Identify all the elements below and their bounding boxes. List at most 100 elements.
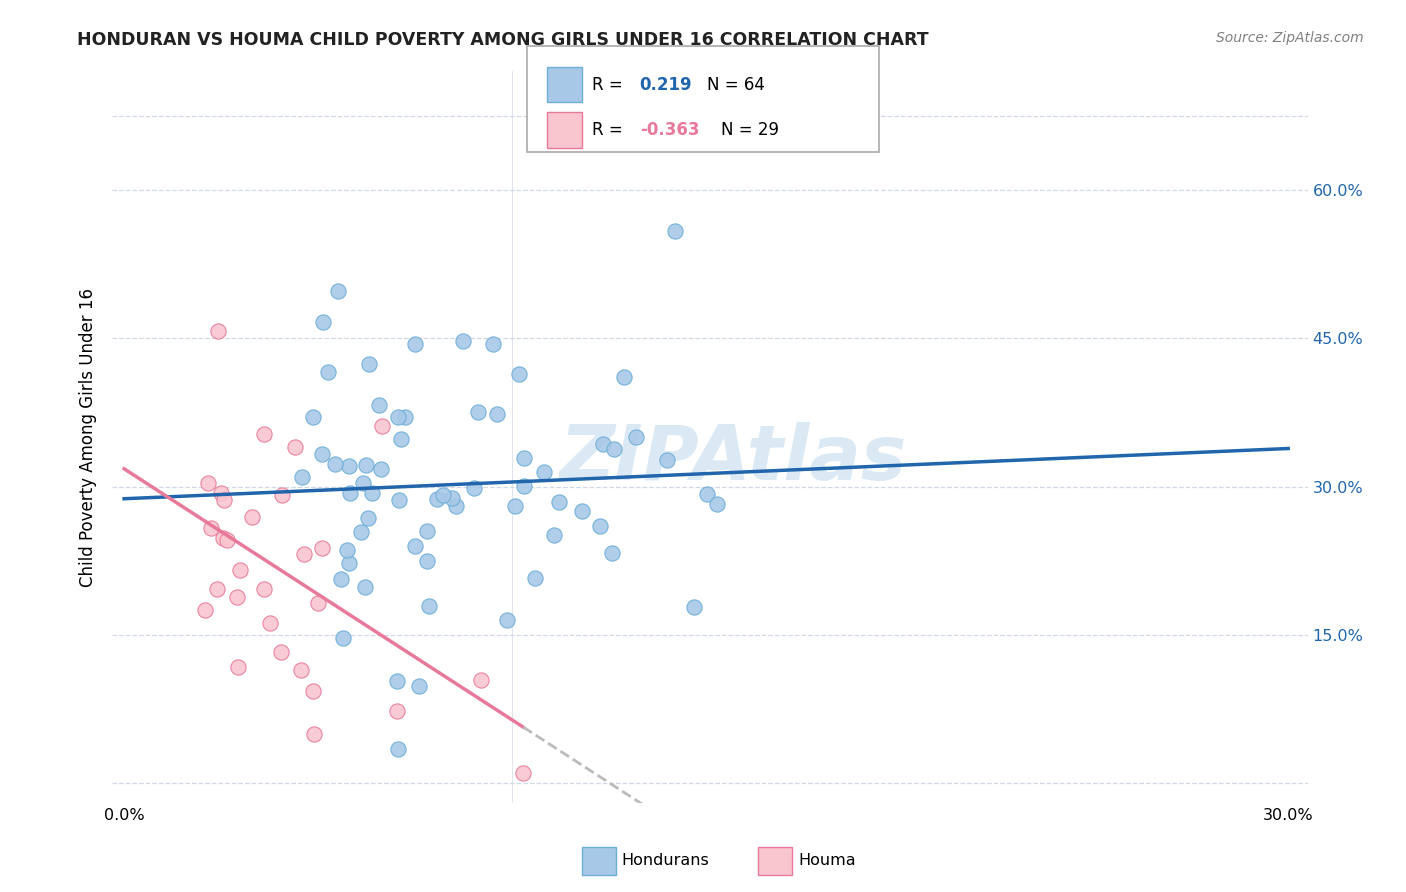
Point bbox=[513, 479, 536, 493]
Point bbox=[404, 336, 426, 351]
Point bbox=[301, 684, 323, 698]
Point bbox=[270, 645, 292, 659]
Point bbox=[408, 679, 430, 693]
Point bbox=[194, 603, 217, 617]
Point bbox=[226, 591, 249, 605]
Point bbox=[624, 430, 647, 444]
Point bbox=[292, 547, 315, 561]
Point bbox=[481, 337, 503, 351]
Point bbox=[664, 223, 686, 237]
Point bbox=[512, 766, 534, 780]
Text: ZIPAtlas: ZIPAtlas bbox=[560, 422, 908, 496]
Point bbox=[503, 499, 526, 513]
Point bbox=[353, 580, 375, 594]
Point bbox=[307, 596, 329, 610]
Point bbox=[416, 554, 439, 568]
Point bbox=[603, 442, 626, 457]
Point bbox=[209, 486, 232, 500]
Point bbox=[385, 704, 408, 718]
Point bbox=[200, 521, 222, 535]
Point bbox=[284, 440, 307, 454]
Point bbox=[337, 459, 360, 474]
Point bbox=[316, 366, 339, 380]
Point bbox=[253, 427, 276, 442]
Point bbox=[312, 315, 335, 329]
Point bbox=[508, 367, 530, 381]
Point bbox=[352, 475, 374, 490]
Point bbox=[600, 545, 623, 559]
Text: Hondurans: Hondurans bbox=[621, 854, 709, 868]
Point bbox=[706, 497, 728, 511]
Point bbox=[311, 447, 333, 461]
Point bbox=[451, 334, 474, 349]
Point bbox=[329, 573, 352, 587]
Point bbox=[426, 492, 449, 507]
Point bbox=[197, 476, 219, 491]
Point bbox=[350, 524, 373, 539]
Point bbox=[259, 615, 281, 630]
Point bbox=[229, 563, 252, 577]
Text: R =: R = bbox=[592, 120, 628, 139]
Point bbox=[389, 432, 412, 446]
Point bbox=[359, 357, 381, 371]
Point bbox=[253, 582, 276, 596]
Point bbox=[404, 539, 426, 553]
Text: N = 64: N = 64 bbox=[707, 76, 765, 94]
Point bbox=[211, 531, 233, 545]
Point bbox=[387, 409, 409, 424]
Point bbox=[571, 503, 593, 517]
Point bbox=[302, 726, 325, 740]
Point bbox=[446, 499, 468, 513]
Point bbox=[486, 407, 509, 421]
Point bbox=[394, 410, 416, 425]
Point bbox=[302, 409, 325, 424]
Point bbox=[207, 324, 229, 338]
Point bbox=[696, 486, 718, 500]
Point bbox=[496, 613, 519, 627]
Point bbox=[205, 582, 228, 597]
Point bbox=[337, 557, 360, 571]
Text: Source: ZipAtlas.com: Source: ZipAtlas.com bbox=[1216, 31, 1364, 45]
Point bbox=[513, 451, 536, 466]
Point bbox=[388, 492, 411, 507]
Point bbox=[311, 541, 333, 556]
Point bbox=[533, 465, 555, 479]
Point bbox=[271, 488, 294, 502]
Text: Houma: Houma bbox=[799, 854, 856, 868]
Point bbox=[387, 742, 409, 756]
Point bbox=[370, 462, 392, 476]
Text: -0.363: -0.363 bbox=[640, 120, 699, 139]
Point bbox=[385, 674, 408, 689]
Point bbox=[543, 528, 565, 542]
Point bbox=[467, 405, 489, 419]
Point bbox=[217, 533, 239, 548]
Point bbox=[371, 418, 394, 433]
Point bbox=[432, 488, 454, 502]
Point bbox=[548, 495, 571, 509]
Y-axis label: Child Poverty Among Girls Under 16: Child Poverty Among Girls Under 16 bbox=[79, 287, 97, 587]
Point bbox=[361, 486, 384, 500]
Point bbox=[523, 571, 546, 585]
Point bbox=[441, 491, 464, 505]
Point bbox=[242, 510, 264, 524]
Text: N = 29: N = 29 bbox=[721, 120, 779, 139]
Point bbox=[683, 600, 706, 615]
Point bbox=[655, 453, 678, 467]
Point bbox=[339, 485, 361, 500]
Point bbox=[416, 524, 439, 538]
Point bbox=[214, 492, 236, 507]
Point bbox=[592, 436, 614, 450]
Point bbox=[470, 673, 492, 687]
Point bbox=[328, 284, 350, 298]
Point bbox=[354, 458, 377, 472]
Point bbox=[291, 470, 314, 484]
Point bbox=[418, 599, 440, 613]
Text: R =: R = bbox=[592, 76, 628, 94]
Point bbox=[613, 369, 636, 384]
Point bbox=[367, 398, 389, 412]
Point bbox=[323, 457, 346, 471]
Point bbox=[463, 481, 485, 495]
Point bbox=[336, 542, 359, 557]
Text: HONDURAN VS HOUMA CHILD POVERTY AMONG GIRLS UNDER 16 CORRELATION CHART: HONDURAN VS HOUMA CHILD POVERTY AMONG GI… bbox=[77, 31, 929, 49]
Point bbox=[290, 663, 312, 677]
